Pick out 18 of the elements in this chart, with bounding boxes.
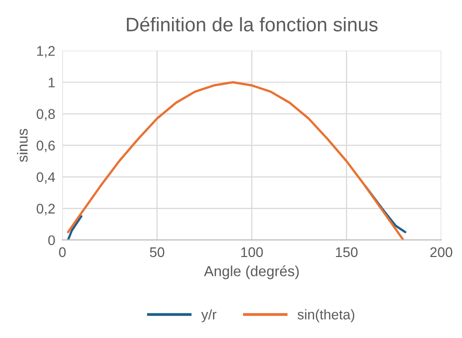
y-tick-label: 0,8 xyxy=(36,109,55,121)
x-axis-title: Angle (degrés) xyxy=(204,265,299,280)
x-tick-label: 50 xyxy=(150,247,164,258)
x-tick-label: 100 xyxy=(241,247,263,258)
legend-label: y/r xyxy=(201,309,216,322)
x-tick-label: 0 xyxy=(59,247,66,258)
y-tick-label: 1 xyxy=(48,78,55,88)
x-tick-label: 150 xyxy=(336,247,358,258)
x-tick-label: 200 xyxy=(430,247,452,258)
legend-label: sin(theta) xyxy=(298,309,354,322)
y-tick-label: 0,6 xyxy=(36,140,55,152)
y-tick-label: 0 xyxy=(48,235,55,246)
chart-title: Définition de la fonction sinus xyxy=(126,16,378,32)
y-axis-title: sinus xyxy=(16,128,28,162)
y-tick-label: 0,4 xyxy=(36,172,56,184)
y-tick-label: 1,2 xyxy=(37,46,55,58)
line-series xyxy=(66,81,404,240)
y-tick-label: 0,2 xyxy=(36,204,55,216)
